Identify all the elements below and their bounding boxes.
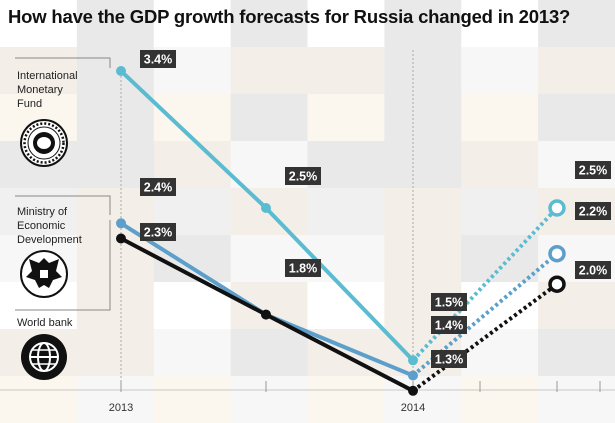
source-leader-lines bbox=[15, 57, 111, 311]
value-label: 2.0% bbox=[575, 261, 611, 279]
value-label-text: 2.5% bbox=[579, 164, 608, 178]
value-label: 2.5% bbox=[575, 161, 611, 179]
value-label: 2.3% bbox=[140, 223, 176, 241]
imf-seal-icon bbox=[20, 119, 68, 167]
series-line bbox=[119, 221, 415, 378]
forecast-point bbox=[548, 244, 566, 263]
data-point bbox=[261, 309, 271, 320]
series-0 bbox=[116, 66, 566, 366]
data-point bbox=[261, 203, 271, 213]
russian-eagle-icon bbox=[20, 250, 68, 298]
data-point bbox=[116, 218, 126, 229]
value-label-box bbox=[140, 50, 176, 68]
value-label-box bbox=[575, 202, 611, 220]
value-label: 3.4% bbox=[140, 50, 176, 68]
data-point bbox=[408, 370, 418, 381]
globe-icon bbox=[21, 334, 67, 380]
value-label-text: 2.5% bbox=[289, 170, 318, 184]
data-point bbox=[408, 355, 418, 366]
value-label-box bbox=[431, 293, 467, 311]
value-label-text: 1.4% bbox=[435, 319, 464, 333]
value-label: 1.3% bbox=[431, 350, 467, 368]
source-label-imf: International Monetary Fund bbox=[17, 70, 78, 110]
forecast-line bbox=[411, 206, 559, 362]
value-label-text: 3.4% bbox=[144, 53, 173, 67]
value-label-text: 2.0% bbox=[579, 264, 608, 278]
source-label-ministry: Ministry of Economic Development bbox=[17, 206, 82, 246]
value-label-text: 2.3% bbox=[144, 226, 173, 240]
value-label: 2.5% bbox=[285, 167, 321, 185]
forecast-point bbox=[548, 275, 566, 293]
data-point bbox=[116, 233, 126, 244]
value-label-box bbox=[575, 161, 611, 179]
value-label-box bbox=[431, 316, 467, 334]
x-axis: 2013 2014 bbox=[0, 50, 615, 414]
series-1 bbox=[116, 218, 566, 381]
data-point bbox=[116, 66, 126, 76]
series-2 bbox=[116, 233, 566, 396]
value-label-box bbox=[575, 261, 611, 279]
value-label-text: 1.3% bbox=[435, 353, 464, 367]
data-point bbox=[408, 385, 418, 396]
value-label-box bbox=[140, 178, 176, 196]
forecast-point bbox=[548, 199, 566, 217]
value-label: 1.5% bbox=[431, 293, 467, 311]
value-label-text: 1.5% bbox=[435, 296, 464, 310]
value-label: 2.4% bbox=[140, 178, 176, 196]
value-label-box bbox=[285, 259, 321, 277]
value-label-box bbox=[140, 223, 176, 241]
source-label-world-bank: World bank bbox=[17, 317, 73, 329]
value-labels: 3.4% 2.5% 1.5% 2.5% 2.4% 1.8% 1.4% 2.2% 2.3% 1.3%… bbox=[140, 50, 611, 368]
chart-title: How have the GDP growth forecasts for Ru… bbox=[8, 6, 571, 27]
value-label-box bbox=[285, 167, 321, 185]
value-label-text: 2.2% bbox=[579, 205, 608, 219]
x-tick-label: 2014 bbox=[401, 402, 425, 414]
x-tick-label: 2013 bbox=[109, 402, 133, 414]
value-label: 1.8% bbox=[285, 259, 321, 277]
value-label-box bbox=[431, 350, 467, 368]
value-label: 1.4% bbox=[431, 316, 467, 334]
value-label-text: 2.4% bbox=[144, 181, 173, 195]
plot-area bbox=[116, 66, 566, 396]
value-label: 2.2% bbox=[575, 202, 611, 220]
value-label-text: 1.8% bbox=[289, 262, 318, 276]
